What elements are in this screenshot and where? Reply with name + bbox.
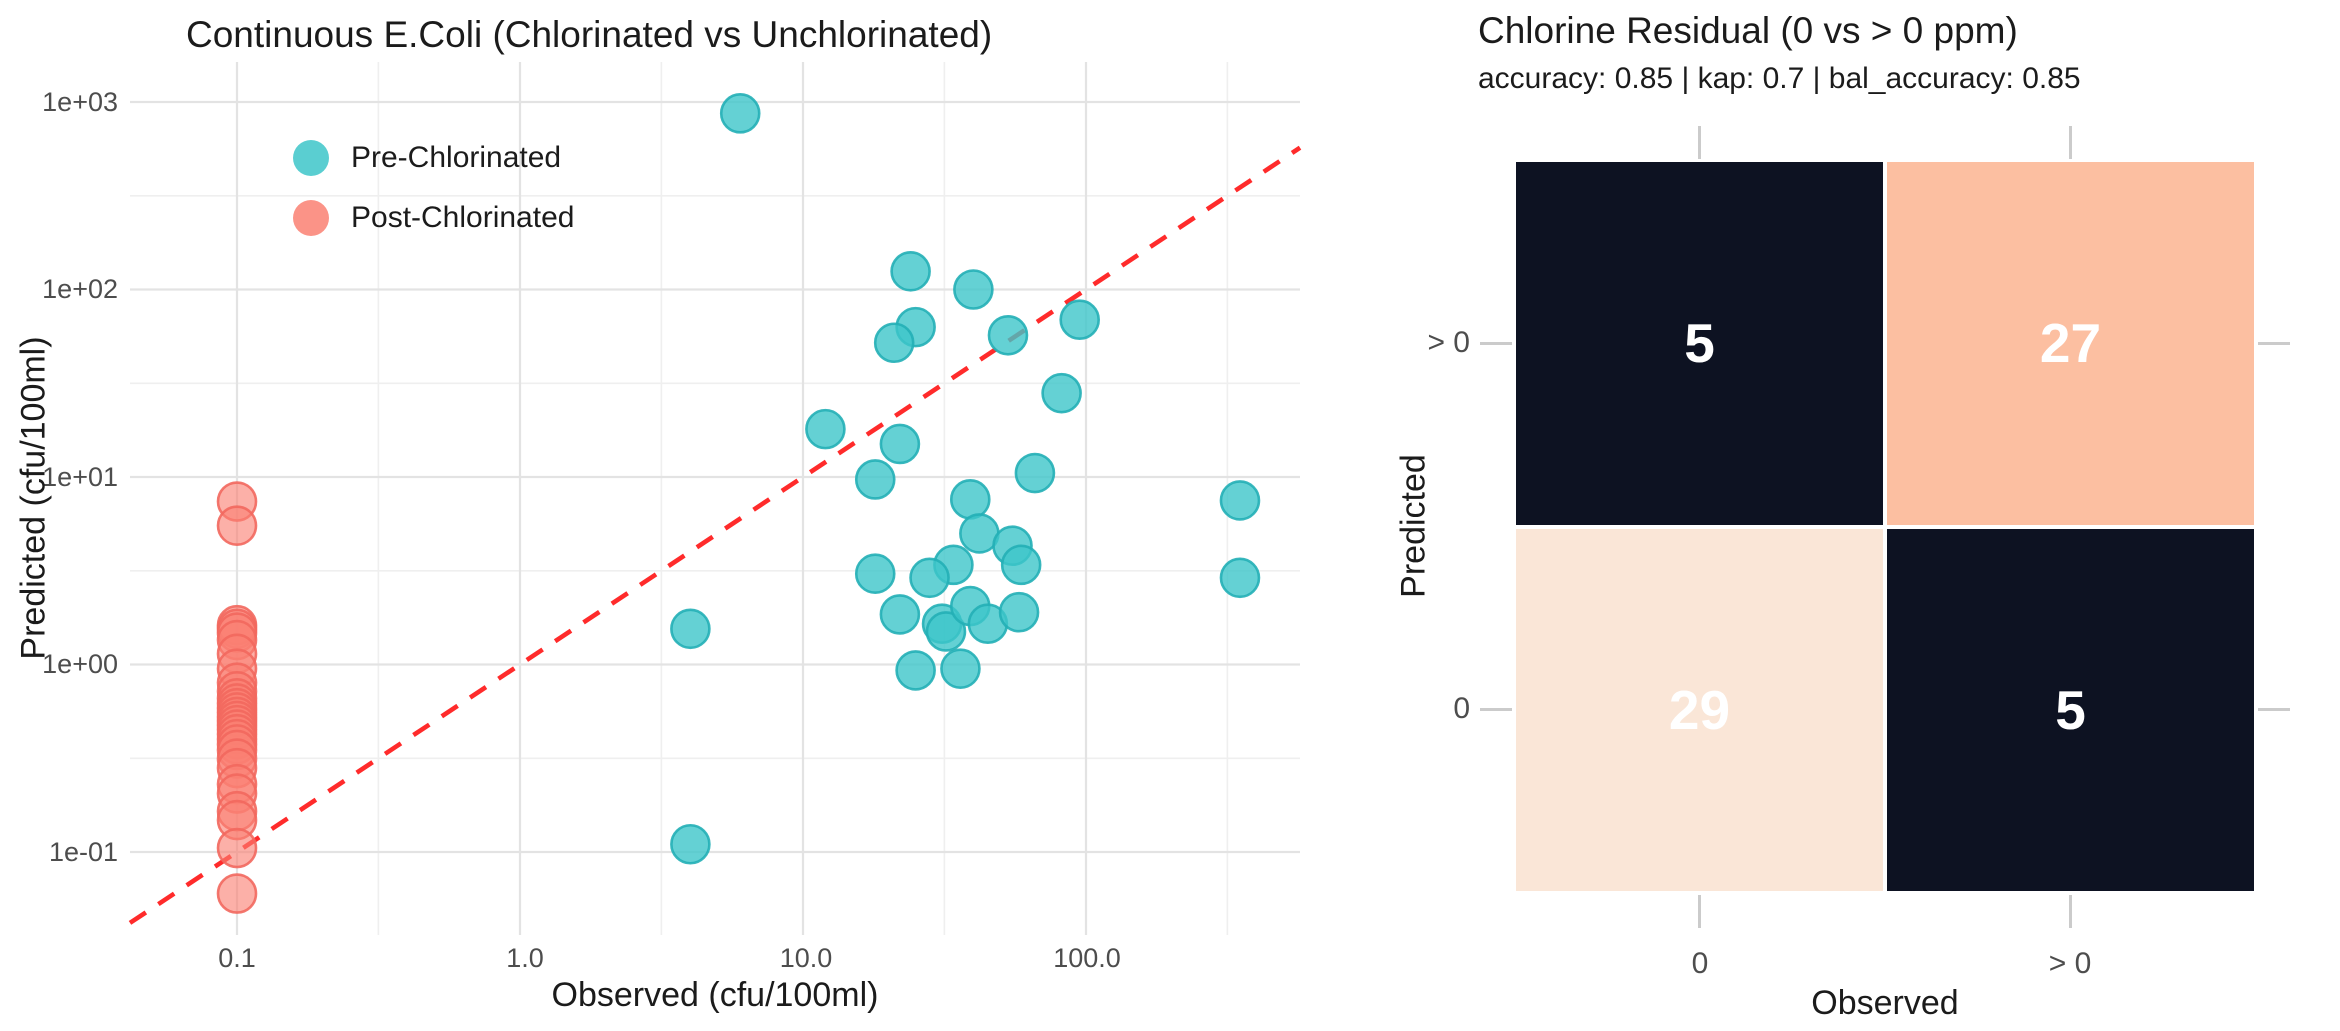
matrix-subtitle: accuracy: 0.85 | kap: 0.7 | bal_accuracy…: [1478, 62, 2081, 95]
cell-value: 27: [2039, 312, 2102, 375]
data-point-post-chlorinated: [216, 505, 258, 546]
tick-mark: [1480, 708, 1512, 711]
legend-item-pre-chlorinated: Pre-Chlorinated: [293, 128, 574, 188]
matrix-y-tick-0: 0: [1453, 692, 1470, 725]
tick-mark: [2258, 342, 2290, 345]
scatter-x-axis-label: Observed (cfu/100ml): [551, 976, 879, 1014]
scatter-title: Continuous E.Coli (Chlorinated vs Unchlo…: [186, 14, 993, 55]
data-point-pre-chlorinated: [879, 594, 921, 635]
tick-mark: [1480, 342, 1512, 345]
pre-chlorinated-dot-icon: [293, 140, 329, 176]
scatter-y-axis-label: Predicted (cfu/100ml): [14, 336, 53, 660]
post-chlorinated-dot-icon: [293, 200, 329, 236]
data-point-pre-chlorinated: [1000, 544, 1042, 586]
data-point-pre-chlorinated: [1219, 557, 1261, 599]
data-point-pre-chlorinated: [1014, 452, 1056, 494]
data-point-pre-chlorinated: [670, 608, 711, 650]
cell-pred-gt0-obs-0: 5: [1516, 162, 1883, 525]
data-point-pre-chlorinated: [854, 553, 896, 594]
x-tick-10.0: 10.0: [779, 943, 833, 973]
matrix-title: Chlorine Residual (0 vs > 0 ppm): [1478, 10, 2018, 51]
y-tick-1e-01: 1e-01: [48, 837, 118, 867]
data-point-pre-chlorinated: [879, 423, 921, 465]
data-point-pre-chlorinated: [719, 93, 761, 134]
scatter-plot-canvas: [128, 62, 1302, 935]
tick-mark: [2069, 126, 2072, 159]
matrix-x-tick-0: 0: [1691, 947, 1709, 980]
data-point-pre-chlorinated: [1219, 480, 1261, 521]
y-tick-1e+00: 1e+00: [42, 649, 118, 679]
data-point-pre-chlorinated: [987, 314, 1029, 356]
y-tick-1e+03: 1e+03: [42, 87, 118, 117]
legend-label-post-chlorinated: Post-Chlorinated: [351, 201, 575, 234]
y-tick-1e+02: 1e+02: [42, 274, 118, 304]
matrix-y-tick-gt0: > 0: [1427, 326, 1470, 359]
matrix-x-tick-gt0: > 0: [2048, 947, 2092, 980]
data-point-pre-chlorinated: [953, 269, 994, 310]
matrix-y-axis-label: Predicted: [1394, 454, 1433, 598]
data-point-pre-chlorinated: [940, 648, 981, 689]
tick-mark: [1698, 126, 1701, 159]
cell-pred-0-obs-gt0: 5: [1887, 528, 2254, 891]
cell-value: 5: [2055, 678, 2086, 741]
identity-reference-line: [128, 145, 1302, 925]
matrix-x-axis-label: Observed: [1811, 984, 1959, 1022]
data-point-pre-chlorinated: [890, 251, 931, 292]
data-point-pre-chlorinated: [854, 459, 896, 500]
legend-item-post-chlorinated: Post-Chlorinated: [293, 188, 574, 248]
data-point-pre-chlorinated: [925, 611, 967, 652]
data-point-pre-chlorinated: [909, 557, 950, 599]
data-point-pre-chlorinated: [998, 591, 1040, 633]
data-point-pre-chlorinated: [805, 408, 846, 450]
tick-mark: [1698, 895, 1701, 928]
confusion-matrix: 5 27 29 5: [1516, 162, 2254, 891]
data-point-pre-chlorinated: [1041, 372, 1082, 414]
data-point-pre-chlorinated: [949, 479, 991, 520]
data-point-pre-chlorinated: [873, 322, 915, 364]
y-tick-1e+01: 1e+01: [42, 462, 118, 492]
data-point-post-chlorinated: [216, 873, 258, 914]
x-tick-0.1: 0.1: [218, 943, 256, 973]
cell-value: 5: [1684, 312, 1715, 375]
legend-label-pre-chlorinated: Pre-Chlorinated: [351, 141, 562, 174]
cell-pred-gt0-obs-gt0: 27: [1887, 162, 2254, 525]
x-tick-100.0: 100.0: [1053, 943, 1121, 973]
data-point-pre-chlorinated: [1059, 299, 1100, 341]
tick-mark: [2069, 895, 2072, 928]
tick-mark: [2258, 708, 2290, 711]
cell-value: 29: [1668, 678, 1731, 741]
data-point-pre-chlorinated: [895, 650, 936, 691]
data-point-post-chlorinated: [216, 827, 258, 869]
data-point-pre-chlorinated: [670, 823, 711, 865]
cell-pred-0-obs-0: 29: [1516, 528, 1883, 891]
scatter-legend: Pre-Chlorinated Post-Chlorinated: [293, 128, 574, 248]
x-tick-1.0: 1.0: [506, 943, 544, 973]
